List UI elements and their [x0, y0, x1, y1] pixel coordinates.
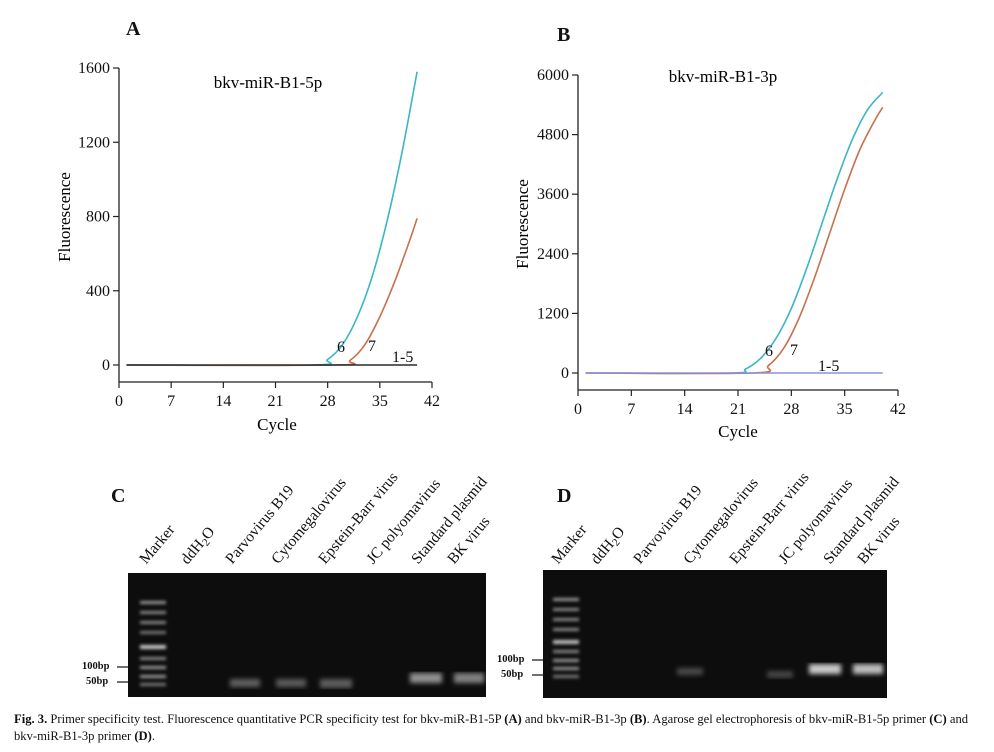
lane-label-marker-c: Marker — [136, 521, 179, 568]
chart-b-xlabel: Cycle — [718, 422, 758, 441]
curve-label-7: 7 — [368, 338, 376, 355]
x-tick-label: 42 — [890, 401, 906, 418]
gel-image-d — [543, 570, 887, 698]
series-line-6 — [585, 91, 884, 375]
caption-fig-number: Fig. 3. — [14, 712, 48, 726]
panel-label-c: C — [111, 485, 126, 507]
x-tick-label: 21 — [730, 401, 746, 418]
x-tick-label: 14 — [677, 401, 693, 418]
series-line-7 — [585, 106, 884, 375]
chart-a-title: bkv-miR-B1-5p — [214, 73, 323, 92]
chart-a-title-group: bkv-miR-B1-5p — [214, 73, 323, 92]
x-tick-label: 0 — [574, 401, 582, 418]
y-tick-label: 1200 — [78, 134, 110, 151]
x-tick-label: 28 — [320, 393, 336, 410]
chart-a-ylabel: Fluorescence — [55, 172, 74, 262]
caption-text-3: . Agarose gel electrophoresis of bkv-miR… — [646, 712, 930, 726]
marker-ladder-c — [140, 601, 166, 686]
sample-bands-c — [230, 673, 484, 688]
caption-ref-c: (C) — [929, 712, 947, 726]
gel-image-c — [128, 573, 486, 697]
curve-label-7: 7 — [790, 342, 798, 359]
caption-text-2: and bkv-miR-B1-3p — [521, 712, 630, 726]
bp-100-label-c: 100bp — [82, 661, 110, 672]
x-tick-label: 7 — [627, 401, 635, 418]
x-tick-label: 28 — [783, 401, 799, 418]
x-tick-label: 42 — [424, 393, 440, 410]
x-tick-label: 7 — [167, 393, 175, 410]
curve-label-1-5: 1-5 — [818, 358, 839, 375]
y-tick-label: 3600 — [537, 186, 569, 203]
panel-label-d: D — [557, 485, 572, 507]
caption-text-4: and bkv-miR-B1-3p primer — [14, 712, 969, 743]
panel-label-a: A — [126, 18, 141, 40]
lane-label-water-d: ddH2O — [587, 524, 629, 569]
curve-label-6: 6 — [337, 339, 345, 356]
series-line-6 — [126, 71, 418, 367]
sample-bands-d — [677, 664, 883, 678]
y-tick-label: 800 — [86, 209, 110, 226]
x-tick-label: 0 — [115, 393, 123, 410]
y-tick-label: 1600 — [78, 60, 110, 77]
chart-b-title: bkv-miR-B1-3p — [669, 67, 778, 86]
lane-label-marker-d: Marker — [548, 521, 591, 568]
y-tick-label: 0 — [561, 365, 569, 382]
lane-label-water-c: ddH2O — [177, 524, 219, 569]
chart-a-xlabel: Cycle — [257, 415, 297, 434]
y-tick-label: 4800 — [537, 127, 569, 144]
gel-d-bands — [553, 598, 883, 678]
marker-ladder-d — [553, 598, 579, 678]
caption-text-1: Primer specificity test. Fluorescence qu… — [47, 712, 505, 726]
figure-caption: Fig. 3. Primer specificity test. Fluores… — [14, 711, 984, 745]
x-tick-label: 14 — [215, 393, 231, 410]
curve-label-6: 6 — [765, 343, 773, 360]
panel-label-b: B — [557, 24, 571, 46]
x-tick-label: 35 — [837, 401, 853, 418]
gel-c-bands — [140, 601, 484, 688]
bp-50-label-d: 50bp — [501, 669, 524, 680]
curve-label-1-5: 1-5 — [392, 349, 413, 366]
chart-b-ylabel: Fluorescence — [513, 179, 532, 269]
bp-50-label-c: 50bp — [86, 676, 109, 687]
caption-ref-d: (D) — [134, 729, 152, 743]
y-tick-label: 400 — [86, 283, 110, 300]
x-tick-label: 21 — [268, 393, 284, 410]
bp-100-label-d: 100bp — [497, 654, 525, 665]
caption-ref-a: (A) — [504, 712, 522, 726]
caption-ref-b: (B) — [629, 712, 647, 726]
y-tick-label: 2400 — [537, 246, 569, 263]
y-tick-label: 6000 — [537, 67, 569, 84]
x-tick-label: 35 — [372, 393, 388, 410]
series-line-7 — [126, 218, 418, 367]
caption-text-5: . — [151, 729, 155, 743]
y-tick-label: 0 — [102, 357, 110, 374]
y-tick-label: 1200 — [537, 305, 569, 322]
